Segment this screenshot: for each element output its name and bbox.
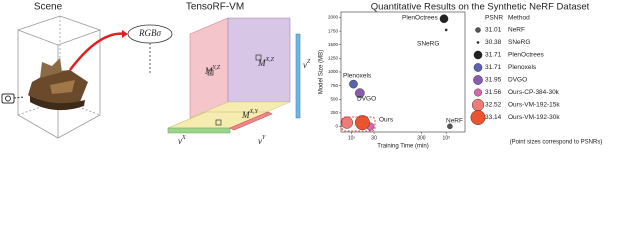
x-tick-label: 300 <box>417 135 426 141</box>
vector-base: v <box>178 136 182 146</box>
data-point <box>354 115 370 131</box>
legend-label: PlenOctrees <box>508 52 545 59</box>
annotation: Plenoxels <box>343 73 372 80</box>
y-tick-label: 500 <box>330 96 338 101</box>
legend-psnr: 31.71 <box>485 52 502 59</box>
plane-base: M <box>257 58 266 68</box>
legend-marker <box>475 27 481 33</box>
x-axis-label: Training Time (min) <box>377 144 428 150</box>
scene-title: Scene <box>34 2 63 13</box>
legend-marker <box>473 75 483 85</box>
y-tick-label: 1750 <box>328 28 339 33</box>
arrow <box>69 32 127 71</box>
annotation: Ours <box>379 117 394 124</box>
annotation: DVGO <box>357 96 376 103</box>
y-tick-label: 2000 <box>328 15 339 20</box>
samples <box>207 54 262 126</box>
vector-label: vZ <box>303 59 311 70</box>
vector-base: v <box>303 60 307 70</box>
y-axis-label: Model Size (MB) <box>319 50 325 94</box>
legend-psnr: 33.14 <box>485 114 502 121</box>
legend-psnr: 32.52 <box>485 102 502 109</box>
data-point <box>349 79 358 89</box>
legend-marker <box>476 41 480 44</box>
y-tick-label: 1000 <box>328 69 339 74</box>
camera <box>1 93 25 104</box>
plane-sup: X,Z <box>265 57 275 63</box>
legend-label: Plenoxels <box>508 64 537 71</box>
y-tick-label: 1500 <box>328 42 339 47</box>
legend-marker <box>470 110 486 125</box>
legend-label: Ours-VM-192-30k <box>508 114 560 121</box>
output-label: RGBσ <box>138 28 162 38</box>
plane-label: MX,Y <box>241 109 259 120</box>
vector-sup: Y <box>262 135 266 141</box>
vector-z <box>295 33 301 119</box>
legend-marker <box>473 50 483 60</box>
vector-label: vX <box>178 135 186 146</box>
chart: Quantitative Results on the Synthetic Ne… <box>319 2 603 150</box>
legend-psnr: 31.01 <box>485 27 502 34</box>
y-tick-label: 0 <box>335 124 338 129</box>
plane-sup: Y,Z <box>213 65 221 71</box>
legend-label: NeRF <box>508 27 525 34</box>
legend-header: Method <box>508 15 530 22</box>
data-point <box>439 14 449 24</box>
chart-note: (Point sizes correspond to PSNRs) <box>510 140 603 146</box>
vector-sup: Z <box>307 59 311 65</box>
vector-label: vY <box>258 135 266 146</box>
plane-label: MY,Z <box>204 65 221 76</box>
ship <box>28 58 88 111</box>
plane-label: MX,Z <box>257 57 275 68</box>
data-point <box>444 28 448 32</box>
legend-marker <box>474 88 482 97</box>
legend-marker <box>473 63 483 72</box>
ours-box <box>341 116 376 132</box>
plane-base: M <box>241 110 250 120</box>
legend-label: SNeRG <box>508 39 530 46</box>
annotation: NeRF <box>446 118 463 125</box>
x-tick-label: 10³ <box>443 135 451 141</box>
data-point <box>447 123 453 130</box>
plane-base: M <box>204 66 213 76</box>
arrow-head <box>122 30 128 38</box>
x-tick-label: 10¹ <box>348 135 356 141</box>
legend-marker <box>471 98 485 112</box>
vector-sup: X <box>181 135 186 141</box>
legend-header: PSNR <box>485 15 503 22</box>
x-tick-label: 30 <box>371 135 377 141</box>
output-base: RGB <box>138 28 157 38</box>
legend-psnr: 31.71 <box>485 64 502 71</box>
legend-psnr: 31.56 <box>485 89 502 96</box>
vector-x <box>167 127 231 134</box>
data-point <box>355 88 365 98</box>
annotation: PlenOctrees <box>402 15 439 22</box>
y-tick-label: 750 <box>330 83 338 88</box>
legend-label: Ours-CP-384-30k <box>508 89 560 96</box>
plane-sup: X,Y <box>249 109 259 115</box>
legend-label: DVGO <box>508 77 527 84</box>
vector-base: v <box>258 136 262 146</box>
figure: Scene RGBσ TensoRF-VM MY,Z MX,Z MX,Y vX … <box>1 2 603 150</box>
model-title: TensoRF-VM <box>186 2 244 13</box>
chart-title: Quantitative Results on the Synthetic Ne… <box>371 2 590 13</box>
legend-psnr: 31.95 <box>485 77 502 84</box>
output-sub: σ <box>157 28 162 38</box>
annotation: SNeRG <box>417 41 439 48</box>
legend-label: Ours-VM-192-15k <box>508 102 560 109</box>
vector-y <box>229 111 273 131</box>
y-tick-label: 250 <box>330 110 338 115</box>
y-tick-label: 1250 <box>328 56 339 61</box>
legend-psnr: 30.38 <box>485 39 502 46</box>
